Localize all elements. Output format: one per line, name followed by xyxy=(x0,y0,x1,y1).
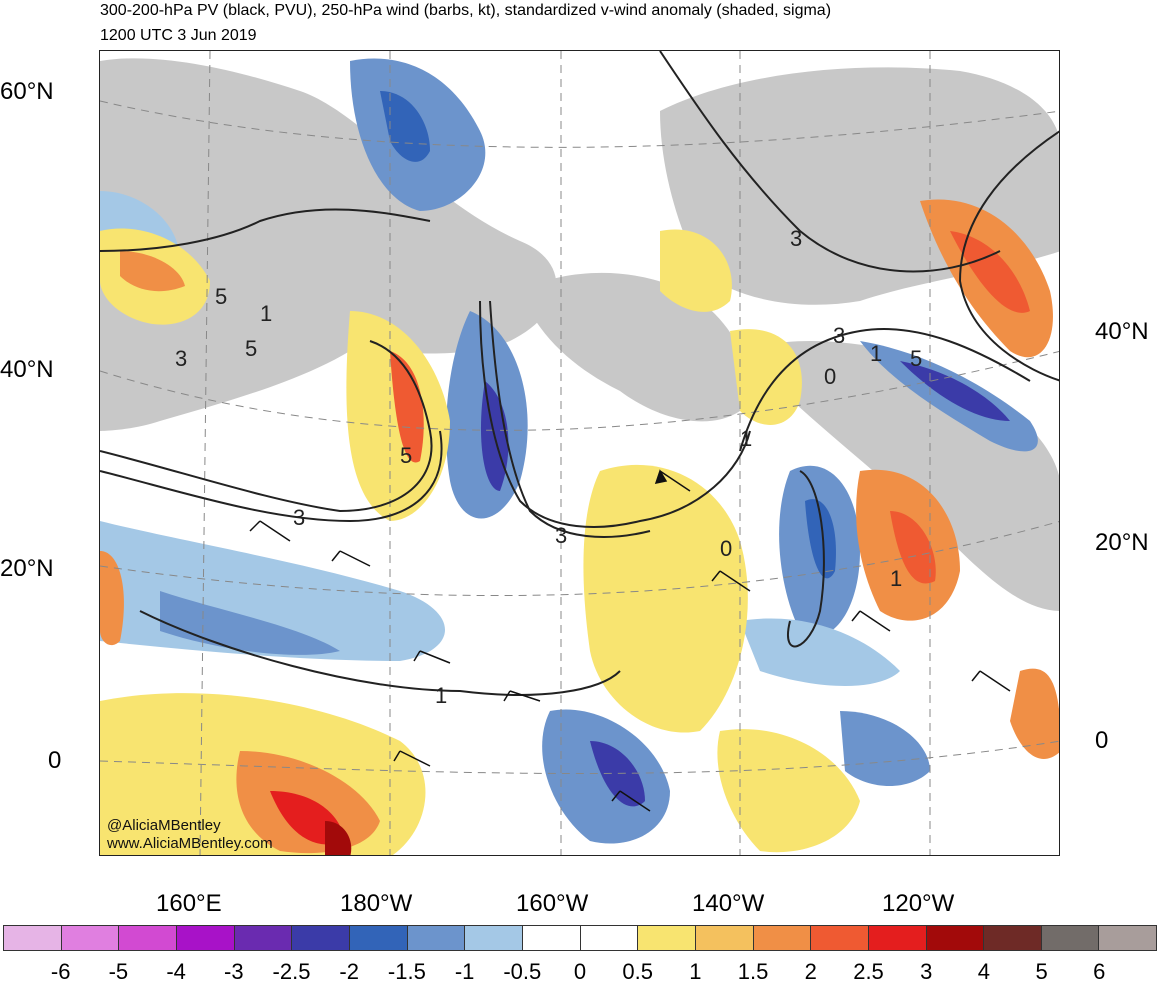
colorbar-tick-label: -6 xyxy=(50,959,71,984)
wind-barb xyxy=(711,570,751,592)
colorbar-tick-label: -2 xyxy=(339,959,359,984)
colorbar-tick-label: 6 xyxy=(1093,959,1106,984)
colorbar-swatch xyxy=(695,925,754,951)
pv-label: 5 xyxy=(400,443,412,468)
colorbar-tick-label: 4 xyxy=(977,959,991,984)
colorbar-tick-label: 0.5 xyxy=(622,959,653,984)
colorbar-swatch xyxy=(811,925,869,951)
lon-label-120w: 120°W xyxy=(882,890,955,917)
wind-barbs xyxy=(249,469,1011,812)
pv-contour-labels: 5 3 5 5 3 3 1 3 0 3 5 1 0 1 1 1 xyxy=(175,226,922,708)
colorbar-swatch xyxy=(522,925,581,951)
pv-label: 3 xyxy=(293,505,305,530)
colorbar-tick-label: 1.5 xyxy=(737,959,769,984)
figure-title: 300-200-hPa PV (black, PVU), 250-hPa win… xyxy=(100,2,832,19)
wind-barb xyxy=(413,650,451,664)
pv-label: 1 xyxy=(870,341,882,366)
colorbar-tick-label: 3 xyxy=(920,959,933,984)
colorbar-tick-label: -5 xyxy=(108,959,129,984)
wind-barb xyxy=(393,750,431,767)
figure-valid-time: 1200 UTC 3 Jun 2019 xyxy=(100,27,257,44)
colorbar-swatch xyxy=(580,925,639,951)
colorbar-tick-label: -0.5 xyxy=(503,959,542,984)
lon-label-140w: 140°W xyxy=(692,890,765,917)
map-canvas: 5 3 5 5 3 3 1 3 0 3 5 1 0 1 1 1 xyxy=(100,51,1059,855)
colorbar-swatch xyxy=(926,925,985,951)
colorbar-tick-label: -2.5 xyxy=(272,959,311,984)
pv-label: 3 xyxy=(790,226,802,251)
pv-label: 0 xyxy=(720,536,732,561)
map-panel: 5 3 5 5 3 3 1 3 0 3 5 1 0 1 1 1 xyxy=(99,50,1060,856)
pv-label: 0 xyxy=(824,364,836,389)
pv-label: 5 xyxy=(910,346,922,371)
colorbar xyxy=(3,925,1158,951)
pv-label: 1 xyxy=(740,426,752,451)
lon-label-180w: 180°W xyxy=(340,890,413,917)
colorbar-tick-label: 0 xyxy=(573,959,587,984)
graticule xyxy=(100,51,1059,855)
colorbar-tick-label: -3 xyxy=(224,959,244,984)
pv-label: 3 xyxy=(833,323,845,348)
colorbar-tick-label: -1 xyxy=(454,959,475,984)
pv-label: 5 xyxy=(245,336,257,361)
colorbar-tick-label: 1 xyxy=(689,959,702,984)
colorbar-swatch xyxy=(292,925,350,951)
colorbar-swatch xyxy=(234,925,293,951)
lat-label-right-0: 0 xyxy=(1095,727,1109,754)
pv-label: 3 xyxy=(555,523,567,548)
colorbar-swatch xyxy=(61,925,120,951)
lon-label-160e: 160°E xyxy=(156,890,222,917)
pv-label: 3 xyxy=(175,346,187,371)
lon-label-160w: 160°W xyxy=(516,890,589,917)
colorbar-swatch xyxy=(349,925,408,951)
colorbar-swatch xyxy=(984,925,1042,951)
wind-barb xyxy=(503,690,541,702)
colorbar-swatch xyxy=(176,925,235,951)
colorbar-tick-label: 2 xyxy=(804,959,817,984)
colorbar-swatch xyxy=(1041,925,1100,951)
lat-label-0: 0 xyxy=(48,747,62,774)
colorbar-tick-label: 5 xyxy=(1035,959,1048,984)
colorbar-swatch xyxy=(868,925,927,951)
pv-label: 5 xyxy=(215,284,227,309)
wind-barb xyxy=(249,520,291,542)
colorbar-swatch xyxy=(407,925,466,951)
wind-barb xyxy=(851,610,891,632)
credit-handle: @AliciaMBentley xyxy=(107,817,221,834)
colorbar-swatch xyxy=(119,925,177,951)
colorbar-swatch xyxy=(3,925,62,951)
colorbar-swatch xyxy=(465,925,523,951)
wind-barb xyxy=(971,670,1011,692)
colorbar-tick-label: -4 xyxy=(166,959,186,984)
credit-site: www.AliciaMBentley.com xyxy=(107,835,273,852)
colorbar-swatch xyxy=(638,925,696,951)
wind-barb xyxy=(611,790,651,812)
lat-label-right-40n: 40°N xyxy=(1095,318,1149,345)
pv-label: 1 xyxy=(890,566,902,591)
pv-label: 1 xyxy=(435,683,447,708)
pv-contours xyxy=(100,51,1059,696)
colorbar-tick-label: -1.5 xyxy=(387,959,426,984)
colorbar-swatch xyxy=(753,925,812,951)
colorbar-tick-label: 2.5 xyxy=(853,959,884,984)
lat-label-right-20n: 20°N xyxy=(1095,529,1149,556)
lat-label-60n: 60°N xyxy=(0,78,54,105)
lat-label-40n: 40°N xyxy=(0,356,54,383)
positive-anomaly-shading xyxy=(100,199,1059,855)
wind-barb xyxy=(331,550,371,567)
colorbar-swatch xyxy=(1099,925,1158,951)
wind-barb xyxy=(654,469,691,492)
lat-label-20n: 20°N xyxy=(0,555,54,582)
pv-label: 1 xyxy=(260,301,272,326)
